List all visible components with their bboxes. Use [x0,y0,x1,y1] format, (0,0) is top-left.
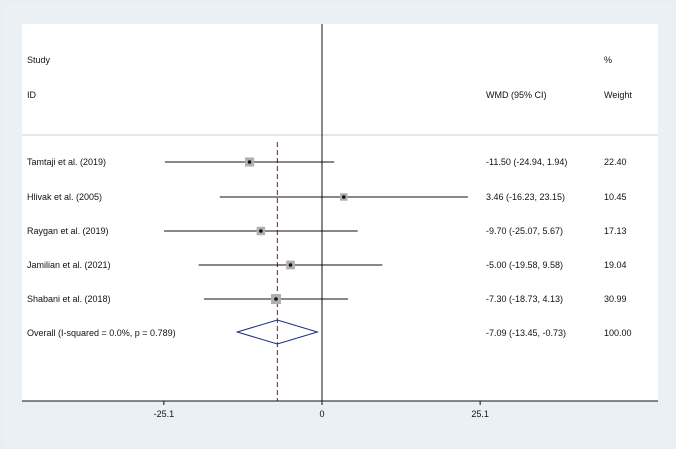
x-axis-ticks: -25.1 0 25.1 [154,401,489,419]
study-row: Shabani et al. (2018) -7.30 (-18.73, 4.13… [27,294,627,304]
ci-text: -7.30 (-18.73, 4.13) [486,294,563,304]
overall-ci-text: -7.09 (-13.45, -0.73) [486,328,566,338]
study-row: Raygan et al. (2019) -9.70 (-25.07, 5.67)… [27,226,627,236]
ci-text: -9.70 (-25.07, 5.67) [486,226,563,236]
point-estimate [274,297,278,301]
point-estimate [341,195,346,199]
id-header: ID [27,90,37,100]
overall-weight: 100.00 [604,328,632,338]
ci-text: 3.46 (-16.23, 23.15) [486,192,565,202]
study-name: Jamilian et al. (2021) [27,260,111,270]
plot-panel [22,24,658,401]
point-estimate [288,263,293,267]
weight-text: 17.13 [604,226,627,236]
weight-text: 22.40 [604,157,627,167]
study-row: Tamtaji et al. (2019) -11.50 (-24.94, 1.9… [27,157,627,167]
study-name: Hlivak et al. (2005) [27,192,102,202]
study-name: Shabani et al. (2018) [27,294,111,304]
study-name: Raygan et al. (2019) [27,226,109,236]
study-header: Study [27,55,51,65]
tick-label: 25.1 [471,409,489,419]
weight-text: 30.99 [604,294,627,304]
effect-header: WMD (95% CI) [486,90,547,100]
tick-label: -25.1 [154,409,175,419]
weight-text: 19.04 [604,260,627,270]
point-estimate [259,229,263,233]
weight-header-bottom: Weight [604,90,632,100]
study-name: Tamtaji et al. (2019) [27,157,106,167]
overall-diamond [235,319,320,345]
ci-text: -11.50 (-24.94, 1.94) [486,157,567,167]
tick-label: 0 [319,409,324,419]
study-row: Jamilian et al. (2021) -5.00 (-19.58, 9.5… [27,260,627,270]
weight-header-top: % [604,55,612,65]
overall-label: Overall (I-squared = 0.0%, p = 0.789) [27,328,176,338]
weight-text: 10.45 [604,192,627,202]
ci-text: -5.00 (-19.58, 9.58) [486,260,563,270]
study-rows: Tamtaji et al. (2019) -11.50 (-24.94, 1.9… [27,157,627,304]
study-row: Hlivak et al. (2005) 3.46 (-16.23, 23.15)… [27,192,627,202]
point-estimate [247,160,252,164]
